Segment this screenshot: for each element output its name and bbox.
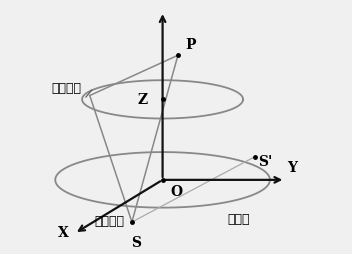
Text: P: P (186, 38, 196, 52)
Text: X: X (58, 225, 69, 239)
Text: 源轨迹: 源轨迹 (228, 213, 250, 226)
Text: S': S' (258, 154, 273, 168)
Text: S: S (131, 235, 141, 249)
Text: Y: Y (287, 161, 297, 174)
Text: 重建平面: 重建平面 (51, 82, 81, 95)
Text: 扫描平面: 扫描平面 (94, 215, 124, 228)
Text: O: O (170, 184, 182, 198)
Text: Z: Z (137, 93, 147, 107)
